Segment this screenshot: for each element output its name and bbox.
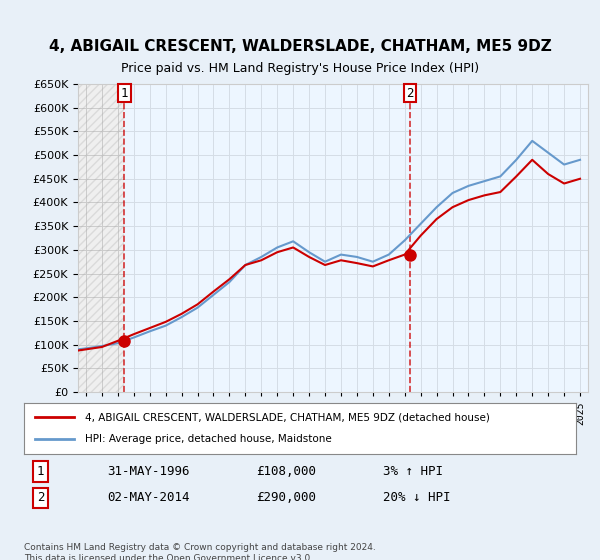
Text: £290,000: £290,000 (256, 492, 316, 505)
Text: HPI: Average price, detached house, Maidstone: HPI: Average price, detached house, Maid… (85, 435, 331, 445)
Text: 2: 2 (406, 87, 414, 100)
Bar (124, 84, 410, 392)
Text: Price paid vs. HM Land Registry's House Price Index (HPI): Price paid vs. HM Land Registry's House … (121, 62, 479, 74)
Text: 2: 2 (37, 492, 44, 505)
Text: 4, ABIGAIL CRESCENT, WALDERSLADE, CHATHAM, ME5 9DZ (detached house): 4, ABIGAIL CRESCENT, WALDERSLADE, CHATHA… (85, 412, 490, 422)
Text: 4, ABIGAIL CRESCENT, WALDERSLADE, CHATHAM, ME5 9DZ: 4, ABIGAIL CRESCENT, WALDERSLADE, CHATHA… (49, 39, 551, 54)
Text: £108,000: £108,000 (256, 465, 316, 478)
Text: 3% ↑ HPI: 3% ↑ HPI (383, 465, 443, 478)
Text: 02-MAY-2014: 02-MAY-2014 (107, 492, 190, 505)
Text: 1: 1 (121, 87, 128, 100)
Bar (78, 84, 124, 392)
Text: 20% ↓ HPI: 20% ↓ HPI (383, 492, 450, 505)
Bar (410, 84, 588, 392)
Text: 31-MAY-1996: 31-MAY-1996 (107, 465, 190, 478)
Text: Contains HM Land Registry data © Crown copyright and database right 2024.
This d: Contains HM Land Registry data © Crown c… (24, 543, 376, 560)
Text: 1: 1 (37, 465, 44, 478)
